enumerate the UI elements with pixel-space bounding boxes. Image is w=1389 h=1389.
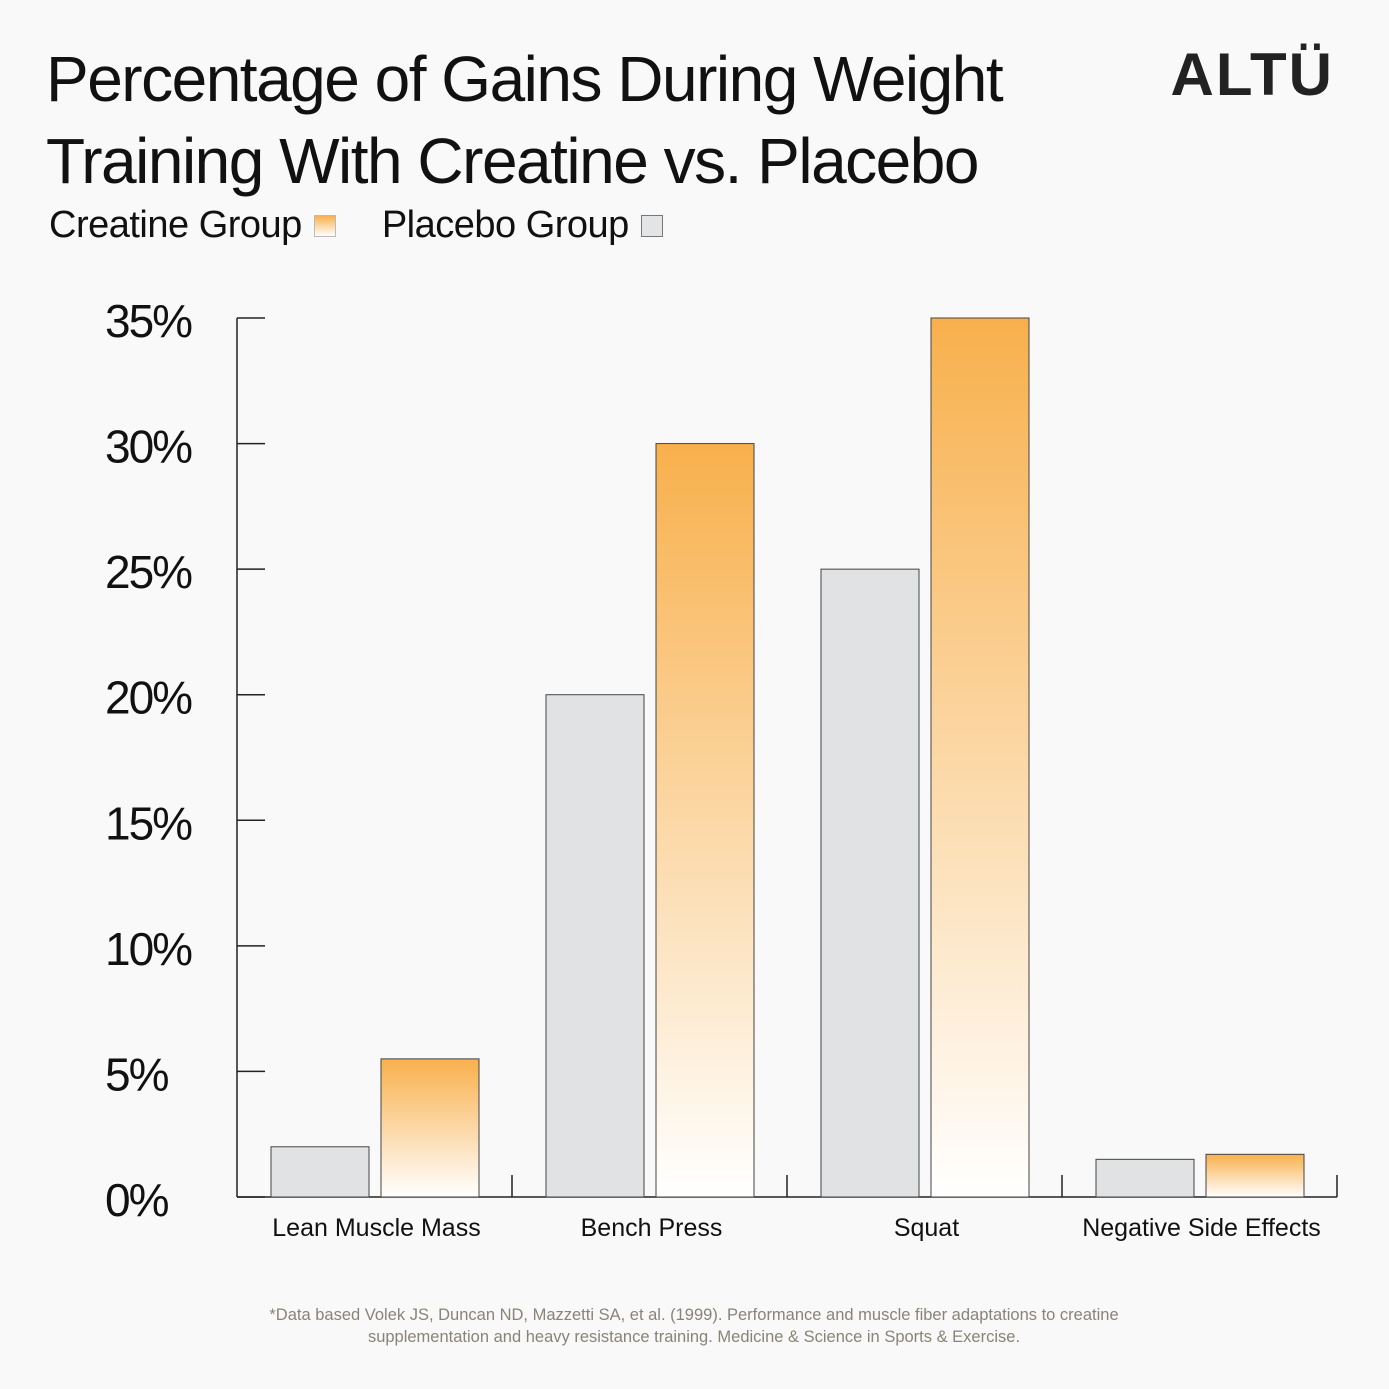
y-tick-label: 20% [105, 672, 192, 724]
legend: Creatine Group Placebo Group [49, 204, 709, 247]
legend-swatch-creatine [313, 214, 336, 237]
x-tick-label: Bench Press [581, 1214, 723, 1242]
bar-placebo [1095, 1158, 1195, 1198]
legend-label-placebo: Placebo Group [381, 204, 630, 246]
y-tick-label: 10% [105, 923, 192, 975]
y-tick-label: 35% [105, 295, 192, 347]
chart-title-line-2: Training With Creatine vs. Placebo [46, 125, 979, 197]
brand-logo: ALTÜ [1170, 41, 1334, 108]
bar-creatine [930, 317, 1030, 1198]
chart-title-line-1: Percentage of Gains During Weight [46, 43, 1004, 115]
legend-swatch-placebo [640, 214, 663, 237]
bar-creatine [655, 443, 755, 1198]
legend-label-creatine: Creatine Group [49, 204, 302, 246]
footnote-line-2: supplementation and heavy resistance tra… [367, 1328, 1021, 1346]
y-tick-label: 0% [105, 1174, 169, 1226]
bar-creatine [1205, 1153, 1305, 1198]
x-tick-label: Negative Side Effects [1082, 1214, 1321, 1242]
x-tick-label: Squat [894, 1214, 959, 1242]
legend-item-creatine: Creatine Group [49, 204, 336, 247]
chart-title: Percentage of Gains During Weight Traini… [46, 38, 1106, 202]
bar-placebo [270, 1146, 370, 1198]
bar-creatine [380, 1058, 480, 1198]
y-tick-label: 5% [105, 1048, 169, 1100]
footnote: *Data based Volek JS, Duncan ND, Mazzett… [194, 1304, 1194, 1348]
x-tick-label: Lean Muscle Mass [272, 1214, 480, 1242]
legend-item-placebo: Placebo Group [382, 204, 663, 247]
bar-placebo [820, 568, 920, 1198]
y-tick-label: 30% [105, 421, 192, 473]
y-tick-label: 15% [105, 797, 192, 849]
footnote-line-1: *Data based Volek JS, Duncan ND, Mazzett… [269, 1306, 1119, 1324]
y-tick-label: 25% [105, 546, 192, 598]
bar-placebo [545, 694, 645, 1198]
